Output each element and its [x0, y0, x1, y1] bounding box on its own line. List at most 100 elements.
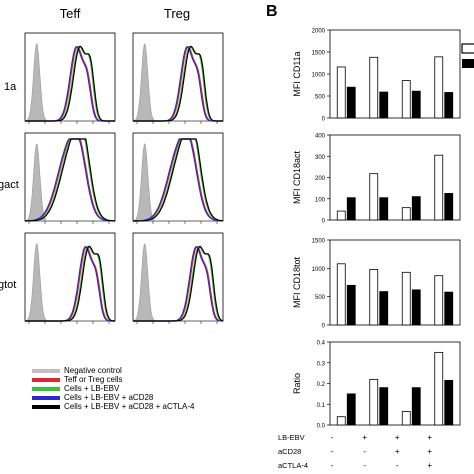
- bar: [346, 197, 356, 221]
- bar: [369, 269, 379, 326]
- bar: [444, 379, 454, 426]
- legend-label: Cells + LB-EBV + aCD28 + aCTLA-4: [64, 402, 195, 411]
- category-mark: +: [427, 433, 432, 442]
- row-label-cd18act-prefix: g: [0, 179, 4, 191]
- y-axis-label: MFI CD18act: [292, 150, 302, 204]
- category-mark: -: [396, 461, 399, 470]
- category-mark: +: [427, 461, 432, 470]
- cat-label-acd28: aCD28: [278, 447, 301, 456]
- y-tick-label: 0.1: [317, 403, 326, 409]
- bar: [401, 80, 411, 119]
- legend-item: Teff or Treg cells: [32, 375, 123, 384]
- bar: [379, 197, 389, 221]
- histogram-panels: [24, 32, 224, 324]
- cat-label-lbebv: LB-EBV: [278, 433, 305, 442]
- histogram-panel: [24, 32, 116, 124]
- legend-item: Cells + LB-EBV: [32, 384, 119, 393]
- bar: [346, 393, 356, 426]
- y-tick-label: 0.0: [317, 424, 326, 430]
- bar-charts: 0 500 1000 1500 2000 MFI CD11a 0 100 200 300 400 MF…: [292, 29, 461, 430]
- histogram-negative-control: [24, 243, 115, 322]
- bar: [411, 90, 421, 119]
- y-axis-label: MFI CD18tot: [292, 256, 302, 308]
- histogram-panel: [132, 232, 224, 324]
- col-header-treg: Treg: [164, 6, 190, 21]
- y-tick-label: 1000: [312, 73, 326, 79]
- histogram-negative-control: [132, 143, 223, 222]
- bar: [434, 56, 444, 119]
- legend-color-swatch: [32, 386, 60, 391]
- bar-chart: 0.0 0.1 0.2 0.3 0.4 Ratio: [292, 341, 461, 430]
- histogram-panel: [132, 32, 224, 124]
- y-tick-label: 0: [322, 219, 326, 225]
- y-tick-label: 400: [315, 134, 326, 140]
- histogram-curve: [25, 245, 116, 322]
- bar: [444, 193, 454, 221]
- bar: [444, 92, 454, 119]
- bar: [401, 271, 411, 326]
- y-tick-label: 1000: [312, 267, 326, 273]
- bar: [444, 291, 454, 326]
- row-label-cd18tot-text: tot: [4, 279, 16, 291]
- y-tick-label: 200: [315, 176, 326, 182]
- histogram-curve: [25, 138, 116, 222]
- col-header-teff: Teff: [60, 6, 81, 21]
- y-tick-label: 0.4: [317, 341, 326, 347]
- y-tick-label: 500: [315, 95, 326, 101]
- histogram-curve: [133, 138, 223, 222]
- bar: [434, 351, 444, 426]
- y-tick-label: 500: [315, 295, 326, 301]
- row-label-cd18act: gact: [0, 179, 19, 191]
- bar: [434, 154, 444, 221]
- legend-label: Cells + LB-EBV: [64, 384, 120, 393]
- y-axis-label: MFI CD11a: [292, 51, 302, 96]
- category-mark: -: [363, 447, 366, 456]
- category-table: LB-EBV aCD28 aCTLA-4 - + + + - - + + - - - +: [278, 433, 432, 470]
- histogram-panel: [24, 132, 116, 224]
- bar: [346, 284, 356, 326]
- y-tick-label: 1500: [312, 239, 326, 245]
- bar: [336, 210, 346, 221]
- category-mark: -: [331, 461, 334, 470]
- bar: [411, 196, 421, 221]
- category-mark: +: [362, 433, 367, 442]
- y-tick-label: 1500: [312, 51, 326, 57]
- bar: [336, 66, 346, 119]
- bar: [411, 289, 421, 326]
- bar: [336, 263, 346, 326]
- row-label-cd18act-text: act: [4, 179, 19, 191]
- legend-label: Teff or Treg cells: [64, 375, 123, 384]
- bar: [411, 387, 421, 426]
- y-axis-label: Ratio: [292, 373, 302, 394]
- category-mark: +: [395, 433, 400, 442]
- bar: [434, 275, 444, 326]
- bar: [336, 416, 346, 426]
- row-label-cd18tot-prefix: g: [0, 279, 4, 291]
- bar-chart: 0 500 1000 1500 MFI CD18tot: [292, 239, 461, 330]
- histogram-curve: [25, 138, 115, 222]
- category-mark: -: [331, 433, 334, 442]
- histogram-curve: [133, 245, 224, 322]
- bar: [369, 56, 379, 119]
- cat-label-actla4: aCTLA-4: [278, 461, 308, 470]
- y-tick-label: 0: [322, 117, 326, 123]
- category-mark: -: [363, 461, 366, 470]
- histogram-negative-control: [24, 143, 115, 222]
- bar: [346, 86, 356, 119]
- histogram-panel: [24, 232, 116, 324]
- bar: [369, 173, 379, 221]
- y-tick-label: 300: [315, 155, 326, 161]
- legend-color-swatch: [32, 368, 60, 373]
- legend-filled-swatch: [462, 59, 474, 68]
- y-tick-label: 0: [322, 324, 326, 330]
- histogram-curve: [133, 138, 224, 222]
- histogram-panel: [132, 132, 224, 224]
- y-tick-label: 0.2: [317, 382, 326, 388]
- row-label-cd11a: 1a: [4, 81, 17, 93]
- legend-open-swatch: [461, 43, 474, 54]
- bar: [379, 387, 389, 426]
- histogram-curve: [133, 45, 223, 122]
- bar: [369, 378, 379, 426]
- legend-item: Cells + LB-EBV + aCD28 + aCTLA-4: [32, 402, 195, 411]
